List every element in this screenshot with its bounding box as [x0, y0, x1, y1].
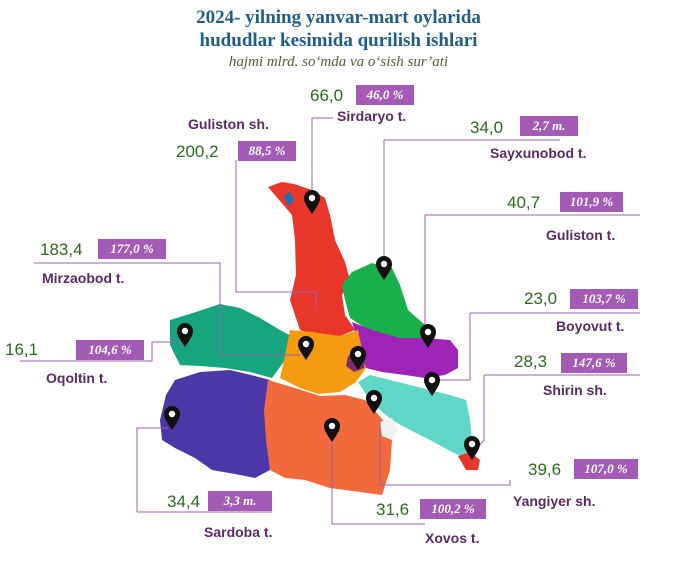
shirin-value: 28,3 — [514, 352, 548, 371]
guliston-t-value: 40,7 — [507, 193, 541, 212]
region-sayxunobod[interactable] — [342, 263, 435, 343]
sirdaryo-value: 66,0 — [310, 86, 344, 105]
mirzaobod-name: Mirzaobod t. — [42, 270, 125, 286]
region-yangiyer[interactable] — [458, 452, 480, 470]
sardoba-growth-badge: 3,3 m. — [208, 491, 272, 511]
region-sirdaryo[interactable] — [268, 182, 355, 340]
guliston-t-growth-badge: 101,9 % — [560, 192, 623, 212]
oqoltin-value: 16,1 — [5, 340, 39, 359]
boyovut-growth-badge: 103,7 % — [570, 289, 638, 309]
oqoltin-growth-badge: 104,6 % — [76, 340, 144, 360]
region-shirin[interactable] — [380, 418, 398, 440]
yangiyer-growth-badge: 107,0 % — [574, 459, 638, 479]
oqoltin-name: Oqoltin t. — [46, 370, 108, 386]
map-subtitle: hajmi mlrd. so‘mda va o‘sish sur’ati — [228, 54, 449, 70]
mirzaobod-growth-badge: 177,0 % — [98, 239, 166, 259]
region-north-tip — [284, 192, 294, 206]
yangiyer-name: Yangiyer sh. — [513, 493, 596, 509]
boyovut-name: Boyovut t. — [556, 318, 625, 334]
leader-lines — [20, 117, 640, 525]
sayxunobod-value: 34,0 — [470, 118, 504, 137]
guliston-t-name: Guliston t. — [546, 227, 616, 243]
shirin-name: Shirin sh. — [543, 382, 607, 398]
map-title-line2: hududlar kesimida qurilish ishlari — [199, 30, 478, 51]
region-sardoba[interactable] — [160, 370, 270, 478]
guliston-sh-name: Guliston sh. — [188, 116, 269, 132]
sardoba-name: Sardoba t. — [204, 524, 273, 540]
sirdaryo-growth-badge: 46,0 % — [356, 85, 414, 105]
mirzaobod-value: 183,4 — [40, 240, 83, 259]
region-boyovut[interactable] — [358, 375, 472, 458]
xovos-name: Xovos t. — [425, 530, 480, 546]
region-oqoltin[interactable] — [170, 304, 295, 378]
sardoba-value: 34,4 — [167, 492, 201, 511]
shirin-growth-badge: 147,6 % — [561, 353, 627, 373]
map-title-line1: 2024- yilning yanvar-mart oylarida — [196, 7, 481, 28]
sayxunobod-growth-badge: 2,7 m. — [520, 116, 578, 136]
xovos-value: 31,6 — [376, 500, 410, 519]
region-xovos[interactable] — [264, 380, 392, 495]
xovos-growth-badge: 100,2 % — [420, 499, 486, 519]
region-guliston-t[interactable] — [352, 322, 458, 378]
sirdaryo-name: Sirdaryo t. — [337, 108, 407, 124]
sayxunobod-name: Sayxunobod t. — [490, 145, 587, 161]
guliston-sh-growth-badge: 88,5 % — [238, 141, 296, 161]
boyovut-value: 23,0 — [524, 289, 558, 308]
yangiyer-value: 39,6 — [528, 460, 562, 479]
guliston-sh-value: 200,2 — [176, 142, 219, 161]
